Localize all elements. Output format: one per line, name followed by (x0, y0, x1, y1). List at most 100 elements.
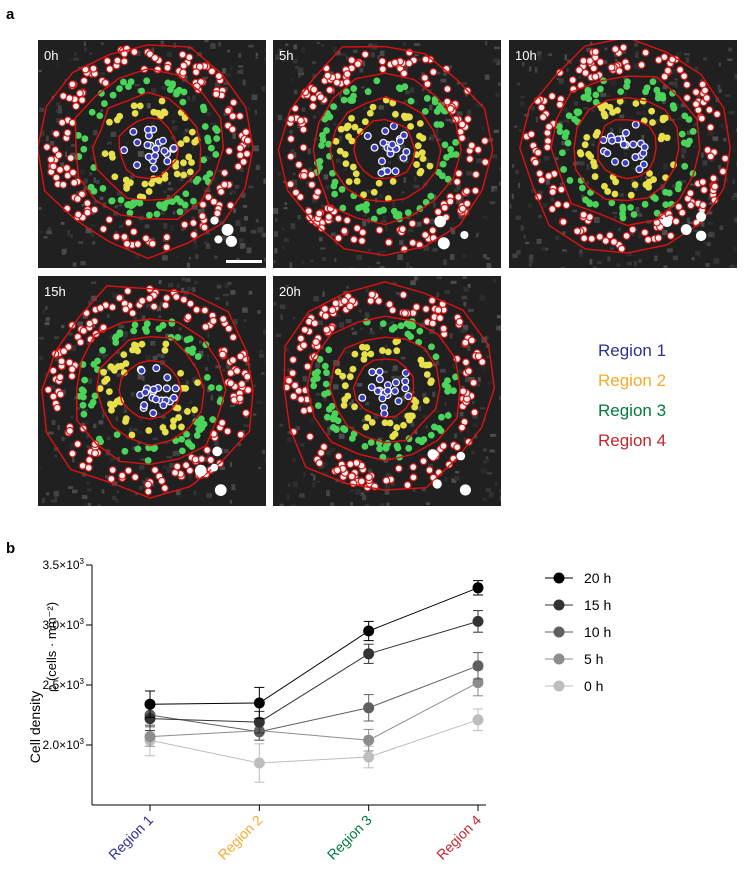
cell-marker (65, 358, 74, 367)
cell-marker (193, 432, 201, 439)
cell-marker (589, 64, 598, 73)
noise-speck (116, 373, 122, 377)
noise-speck (351, 327, 354, 331)
cell-marker (367, 439, 375, 446)
noise-speck (85, 502, 92, 506)
region-boundary (329, 96, 442, 203)
noise-speck (292, 59, 298, 64)
cell-marker (169, 393, 178, 402)
cell-marker (700, 185, 709, 194)
noise-speck (197, 208, 201, 214)
debris (434, 215, 446, 228)
micrograph-0h: 0h (38, 40, 266, 268)
cell-marker (120, 146, 129, 155)
noise-speck (283, 207, 288, 210)
debris (438, 237, 450, 250)
cell-marker (150, 53, 159, 62)
noise-speck (76, 407, 81, 410)
noise-speck (287, 368, 293, 373)
noise-speck (403, 128, 408, 134)
noise-speck (701, 152, 704, 158)
noise-speck (593, 266, 597, 268)
cell-marker (70, 178, 79, 187)
debris (459, 484, 471, 496)
cell-marker (174, 404, 182, 412)
cell-marker (169, 143, 178, 152)
noise-speck (70, 144, 76, 147)
noise-speck (209, 122, 215, 126)
noise-speck (194, 243, 197, 250)
legend-marker (553, 626, 565, 638)
cell-marker (623, 63, 632, 72)
cell-marker (130, 102, 138, 110)
cell-marker (381, 419, 389, 427)
scale-bar (226, 260, 262, 263)
debris (432, 479, 442, 489)
noise-speck (662, 84, 668, 90)
noise-speck (323, 461, 328, 467)
cell-marker (409, 463, 418, 472)
noise-speck (515, 215, 522, 220)
noise-speck (489, 492, 494, 498)
noise-speck (122, 331, 128, 338)
noise-speck (54, 356, 61, 362)
cell-marker (209, 197, 218, 206)
cell-marker (138, 87, 146, 95)
cell-marker (286, 180, 295, 189)
noise-speck (467, 308, 474, 312)
noise-speck (254, 109, 257, 115)
cell-marker (464, 437, 473, 446)
noise-speck (523, 113, 530, 117)
noise-speck (168, 181, 171, 185)
cell-marker (173, 462, 182, 471)
cell-marker (172, 162, 180, 170)
noise-speck (235, 220, 241, 226)
noise-speck (402, 42, 407, 46)
noise-speck (572, 209, 578, 213)
cell-marker (143, 77, 151, 85)
cell-marker (323, 413, 331, 421)
cell-marker (351, 123, 359, 131)
cell-marker (680, 72, 689, 81)
cell-marker (151, 444, 159, 452)
cell-marker (153, 210, 161, 218)
cell-marker (379, 347, 386, 354)
cell-marker (233, 366, 242, 375)
cell-marker (68, 365, 77, 374)
region-boundary (74, 67, 225, 221)
cell-marker (358, 203, 366, 211)
panel-a-letter: a (6, 6, 15, 23)
cell-marker (710, 182, 719, 191)
noise-speck (157, 353, 161, 358)
noise-speck (479, 295, 486, 301)
cell-marker (185, 466, 194, 475)
noise-speck (317, 320, 324, 326)
data-point (472, 714, 484, 726)
cell-marker (78, 96, 87, 105)
noise-speck (257, 310, 261, 314)
cell-marker (384, 440, 392, 447)
noise-speck (290, 377, 296, 380)
noise-speck (238, 238, 244, 243)
cell-marker (49, 392, 58, 401)
cell-marker (455, 317, 464, 326)
cell-marker (373, 387, 382, 396)
cell-marker (367, 290, 376, 299)
cell-marker (632, 100, 640, 107)
noise-speck (391, 369, 398, 372)
noise-speck (186, 262, 191, 268)
cell-marker (439, 441, 448, 450)
cell-marker (394, 444, 402, 452)
cell-marker (310, 85, 319, 94)
noise-speck (311, 61, 316, 64)
noise-speck (379, 266, 385, 268)
cell-marker (52, 173, 61, 182)
cell-marker (68, 449, 77, 458)
cell-marker (378, 57, 387, 66)
cell-marker (621, 128, 630, 137)
cell-marker (228, 356, 237, 365)
noise-speck (413, 176, 417, 182)
cell-marker (357, 477, 366, 486)
cell-marker (286, 152, 295, 161)
cell-marker (601, 102, 609, 109)
